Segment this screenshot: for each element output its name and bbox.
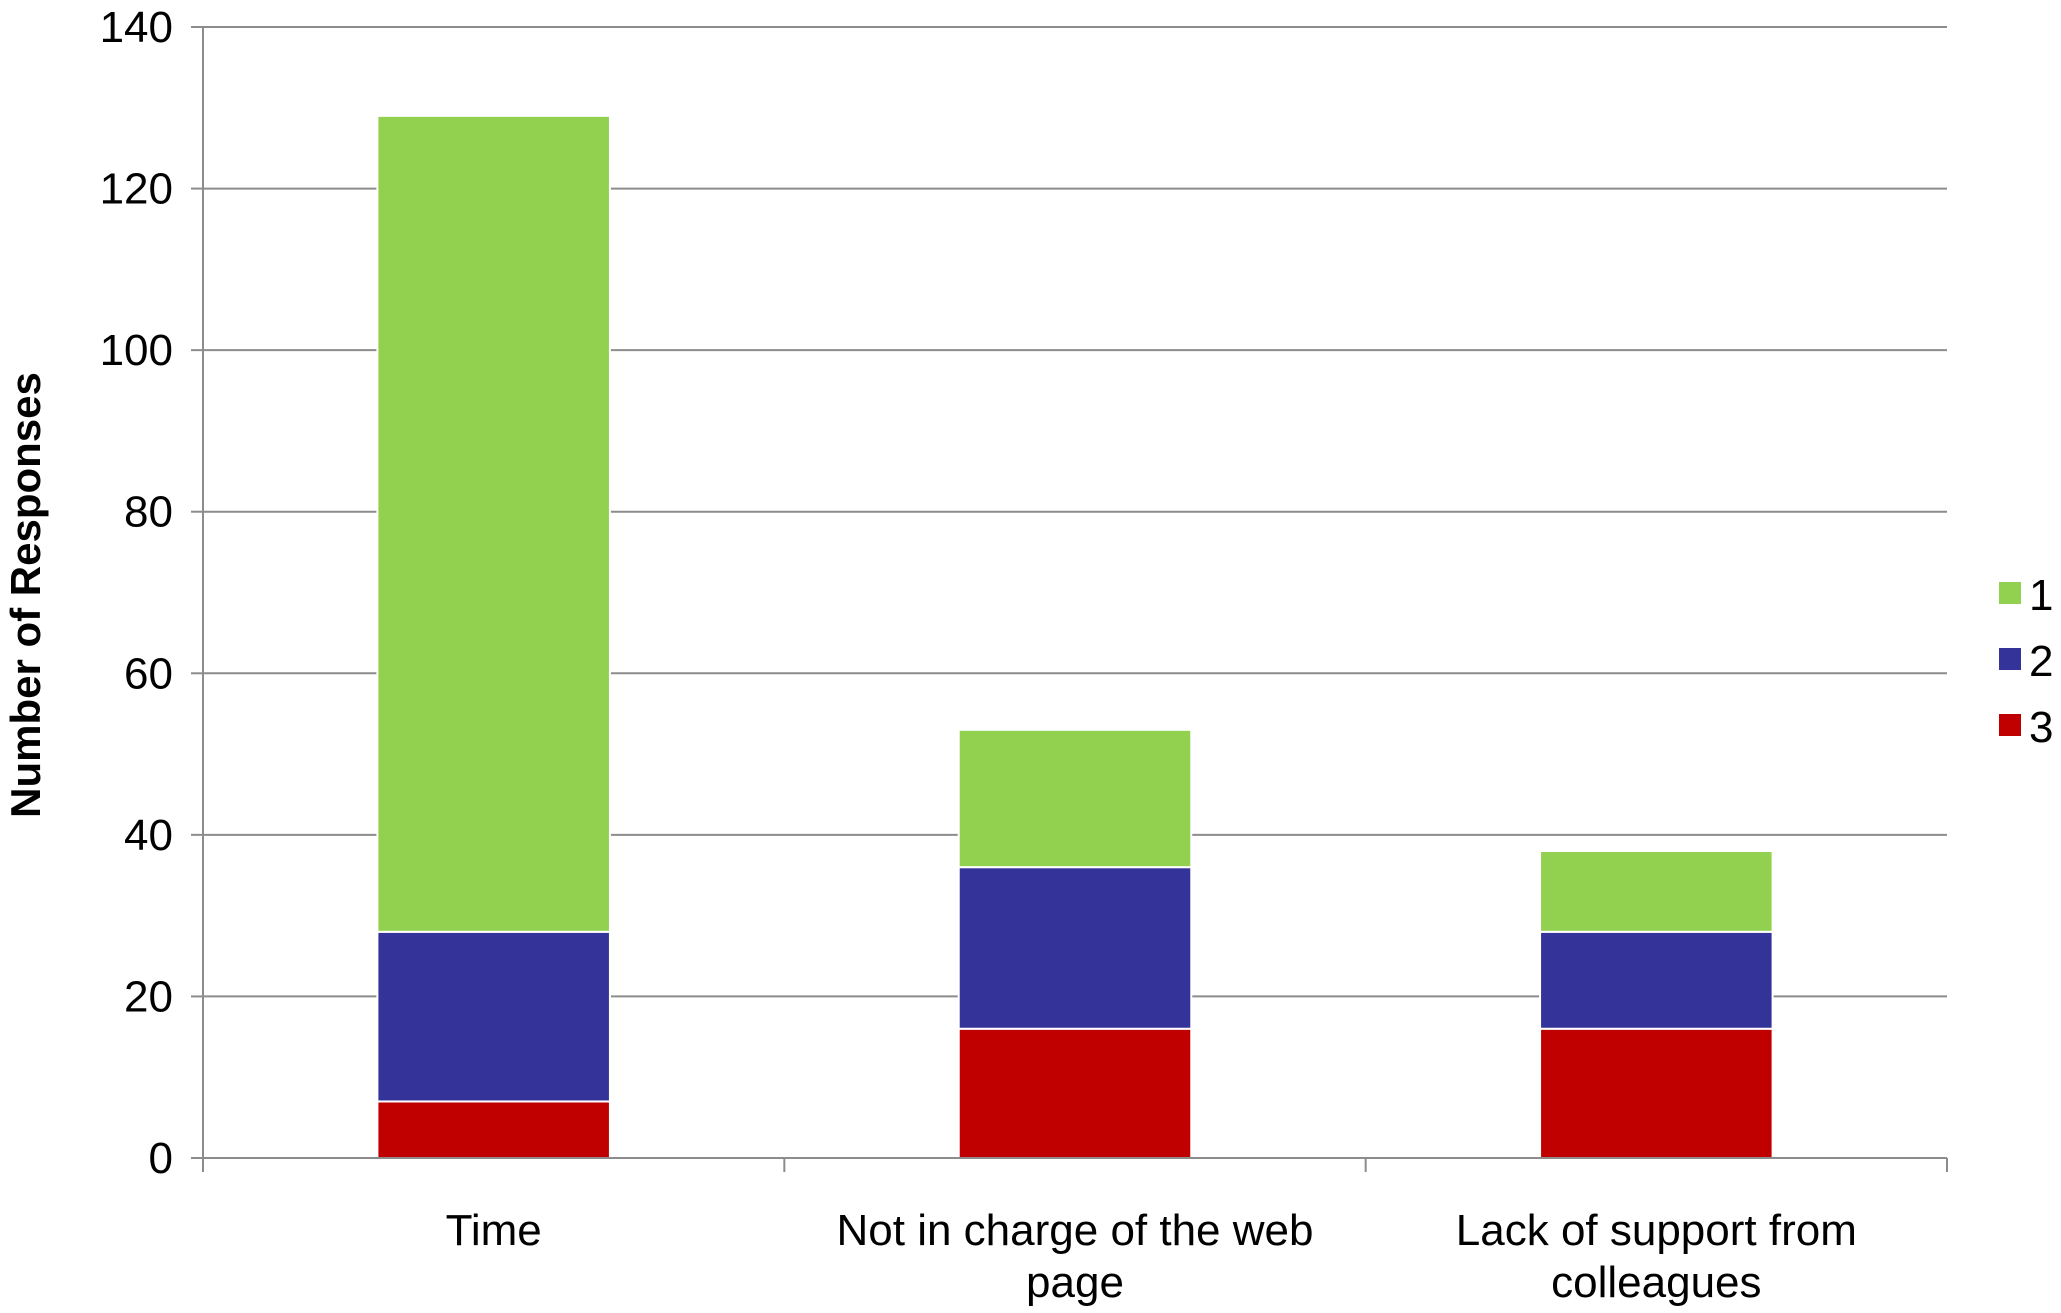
- bars: [376, 114, 1774, 1159]
- legend-label: 3: [2029, 703, 2053, 752]
- x-category-label: colleagues: [1551, 1258, 1761, 1307]
- legend-label: 2: [2029, 637, 2053, 686]
- bar-segment-series-3: [957, 1027, 1193, 1159]
- bar-segment-series-1: [1539, 850, 1774, 933]
- bar-segment-series-3: [376, 1100, 611, 1159]
- y-axis-title: Number of Responses: [2, 372, 49, 818]
- legend: 1 2 3: [1999, 571, 2053, 752]
- bar-segment-series-2: [957, 866, 1193, 1030]
- axes: [191, 26, 1948, 1172]
- y-tick-label: 20: [124, 972, 173, 1021]
- bar-segment-series-1: [376, 114, 611, 933]
- x-category-label: page: [1026, 1258, 1124, 1307]
- y-tick-label: 120: [100, 165, 173, 214]
- y-tick-label: 60: [124, 649, 173, 698]
- bar-segment-series-2: [1539, 930, 1774, 1030]
- bar-segment-series-2: [376, 930, 611, 1103]
- y-tick-label: 40: [124, 811, 173, 860]
- x-category-label: Not in charge of the web: [837, 1206, 1314, 1255]
- legend-swatch-3: [1999, 714, 2021, 736]
- y-tick-label: 0: [149, 1134, 173, 1183]
- y-tick-labels: 0 20 40 60 80 100 120 140: [100, 3, 173, 1183]
- y-tick-label: 80: [124, 488, 173, 537]
- legend-label: 1: [2029, 571, 2053, 620]
- y-tick-label: 140: [100, 3, 173, 52]
- legend-swatch-1: [1999, 582, 2021, 604]
- x-category-label: Lack of support from: [1456, 1206, 1857, 1255]
- y-tick-label: 100: [100, 326, 173, 375]
- x-category-label: Time: [446, 1206, 542, 1255]
- bar-segment-series-1: [957, 728, 1193, 869]
- legend-swatch-2: [1999, 648, 2021, 670]
- bar-segment-series-3: [1539, 1027, 1774, 1159]
